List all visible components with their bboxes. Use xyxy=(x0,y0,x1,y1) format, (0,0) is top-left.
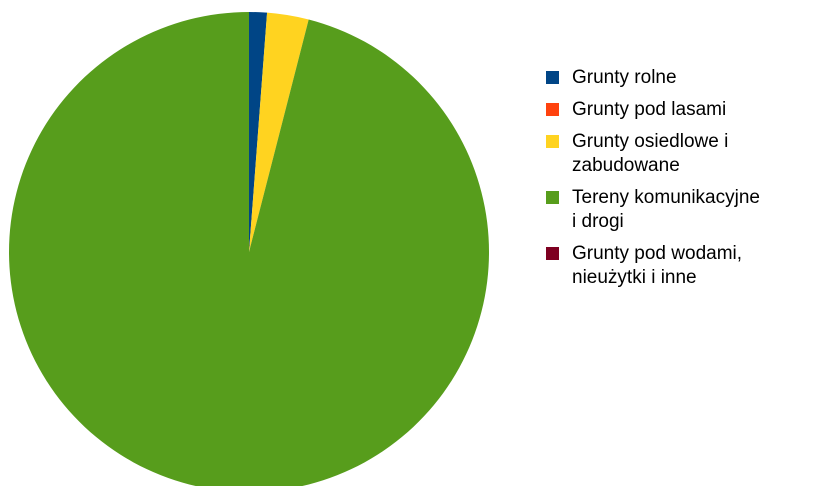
legend-item-grunty-osiedlowe: Grunty osiedlowe i zabudowane xyxy=(546,130,831,178)
legend-label: Grunty rolne xyxy=(572,67,677,88)
legend-swatch xyxy=(546,191,559,204)
legend-label: Grunty osiedlowe i zabudowane xyxy=(572,131,729,176)
legend-item-grunty-pod-lasami: Grunty pod lasami xyxy=(546,98,831,122)
legend-label: Tereny komunikacyjne i drogi xyxy=(572,187,760,232)
pie-slice-3 xyxy=(9,12,489,486)
legend-swatch xyxy=(546,103,559,116)
legend-label: Grunty pod lasami xyxy=(572,99,727,120)
legend-swatch xyxy=(546,71,559,84)
pie-slice-0 xyxy=(249,11,268,252)
legend-item-tereny-komunikacyjne: Tereny komunikacyjne i drogi xyxy=(546,186,831,234)
legend-swatch xyxy=(546,247,559,260)
pie-slices xyxy=(9,11,489,486)
legend-label: Grunty pod wodami, nieużytki i inne xyxy=(572,243,743,288)
legend-item-grunty-pod-wodami: Grunty pod wodami, nieużytki i inne xyxy=(546,242,831,290)
legend-swatch xyxy=(546,135,559,148)
legend: Grunty rolne Grunty pod lasami Grunty os… xyxy=(546,66,831,298)
pie-slice-2 xyxy=(249,12,309,253)
legend-item-grunty-rolne: Grunty rolne xyxy=(546,66,831,90)
